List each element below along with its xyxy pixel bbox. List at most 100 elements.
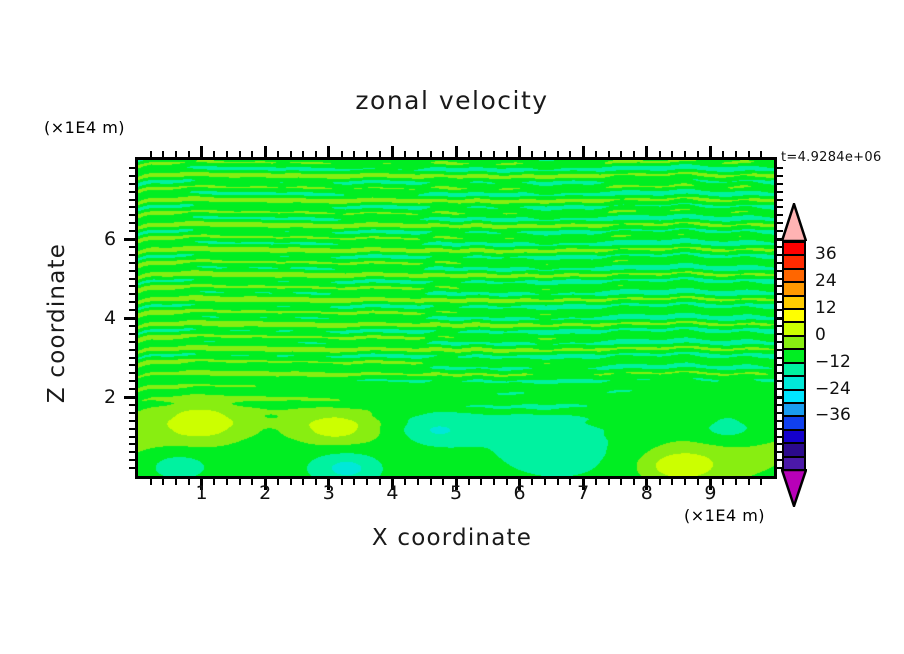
x-tick-minor-top xyxy=(633,151,636,157)
x-tick-minor-top xyxy=(544,151,547,157)
y-tick-minor-right xyxy=(777,285,783,288)
x-tick-major-top xyxy=(708,146,712,157)
x-tick-minor xyxy=(276,479,279,485)
x-tick-minor-top xyxy=(353,151,356,157)
y-tick-minor xyxy=(129,332,135,335)
y-tick-major xyxy=(124,237,135,241)
y-tick-minor xyxy=(129,261,135,264)
x-tick-minor-top xyxy=(467,151,470,157)
x-tick-label: 9 xyxy=(704,482,717,504)
x-tick-minor xyxy=(416,479,419,485)
x-tick-label: 2 xyxy=(259,482,272,504)
x-tick-label: 6 xyxy=(513,482,526,504)
x-tick-minor-top xyxy=(760,151,763,157)
y-tick-minor xyxy=(129,459,135,462)
x-tick-minor xyxy=(760,479,763,485)
y-tick-minor xyxy=(129,285,135,288)
x-tick-minor xyxy=(722,479,725,485)
x-tick-minor-top xyxy=(671,151,674,157)
y-tick-minor-right xyxy=(777,324,783,327)
colorbar-tick-label: 12 xyxy=(815,298,837,319)
y-tick-minor-right xyxy=(777,309,783,312)
y-tick-minor-right xyxy=(777,340,783,343)
y-tick-minor-right xyxy=(777,372,783,375)
x-tick-minor xyxy=(187,479,190,485)
y-tick-minor-right xyxy=(777,190,783,193)
y-tick-minor xyxy=(129,372,135,375)
x-tick-minor xyxy=(480,479,483,485)
y-tick-minor xyxy=(129,443,135,446)
x-tick-minor xyxy=(569,479,572,485)
x-tick-label: 4 xyxy=(386,482,399,504)
x-tick-minor-top xyxy=(696,151,699,157)
x-tick-major-top xyxy=(581,146,585,157)
x-tick-minor xyxy=(353,479,356,485)
x-tick-minor xyxy=(251,479,254,485)
x-tick-minor-top xyxy=(569,151,572,157)
y-tick-minor xyxy=(129,364,135,367)
x-tick-minor-top xyxy=(340,151,343,157)
x-tick-minor xyxy=(162,479,165,485)
x-tick-label: 3 xyxy=(322,482,335,504)
x-tick-minor xyxy=(696,479,699,485)
x-axis-unit-label: (×1E4 m) xyxy=(684,506,766,525)
x-tick-minor xyxy=(226,479,229,485)
x-tick-minor-top xyxy=(747,151,750,157)
x-tick-minor xyxy=(378,479,381,485)
x-tick-minor xyxy=(175,479,178,485)
y-tick-minor xyxy=(129,301,135,304)
y-tick-minor xyxy=(129,411,135,414)
x-tick-major-top xyxy=(454,146,458,157)
y-tick-minor xyxy=(129,245,135,248)
x-tick-minor xyxy=(505,479,508,485)
x-tick-minor-top xyxy=(404,151,407,157)
x-tick-minor-top xyxy=(480,151,483,157)
y-tick-minor xyxy=(129,222,135,225)
x-tick-label: 8 xyxy=(640,482,653,504)
x-tick-minor xyxy=(671,479,674,485)
y-tick-minor xyxy=(129,356,135,359)
x-tick-minor xyxy=(556,479,559,485)
x-tick-minor-top xyxy=(251,151,254,157)
y-axis-unit-label: (×1E4 m) xyxy=(44,118,126,137)
x-tick-minor xyxy=(493,479,496,485)
x-tick-minor-top xyxy=(213,151,216,157)
x-tick-minor-top xyxy=(620,151,623,157)
x-tick-minor-top xyxy=(175,151,178,157)
x-tick-minor-top xyxy=(302,151,305,157)
x-tick-major xyxy=(200,479,204,490)
y-tick-minor xyxy=(129,419,135,422)
x-tick-minor-top xyxy=(378,151,381,157)
x-tick-major xyxy=(263,479,267,490)
x-tick-minor xyxy=(594,479,597,485)
x-tick-label: 5 xyxy=(449,482,463,504)
y-tick-minor xyxy=(129,340,135,343)
x-axis-title: X coordinate xyxy=(371,525,533,551)
x-tick-minor xyxy=(238,479,241,485)
y-tick-minor-right xyxy=(777,443,783,446)
x-tick-minor xyxy=(289,479,292,485)
x-tick-major xyxy=(518,479,522,490)
y-tick-minor xyxy=(129,198,135,201)
y-tick-minor-right xyxy=(777,253,783,256)
colorbar-tick-label: −12 xyxy=(815,351,851,372)
x-tick-minor xyxy=(442,479,445,485)
y-tick-minor xyxy=(129,380,135,383)
x-tick-minor xyxy=(404,479,407,485)
y-tick-minor-right xyxy=(777,388,783,391)
y-tick-minor xyxy=(129,166,135,169)
x-tick-minor-top xyxy=(442,151,445,157)
y-tick-minor xyxy=(129,435,135,438)
x-tick-minor xyxy=(365,479,368,485)
x-tick-major xyxy=(390,479,394,490)
colorbar-tick-label: −24 xyxy=(815,378,851,399)
y-tick-minor-right xyxy=(777,214,783,217)
x-tick-minor-top xyxy=(315,151,318,157)
x-tick-minor-top xyxy=(505,151,508,157)
y-tick-minor-right xyxy=(777,364,783,367)
y-tick-minor-right xyxy=(777,174,783,177)
y-tick-minor xyxy=(129,388,135,391)
x-tick-minor-top xyxy=(276,151,279,157)
y-tick-minor xyxy=(129,214,135,217)
x-tick-minor-top xyxy=(607,151,610,157)
